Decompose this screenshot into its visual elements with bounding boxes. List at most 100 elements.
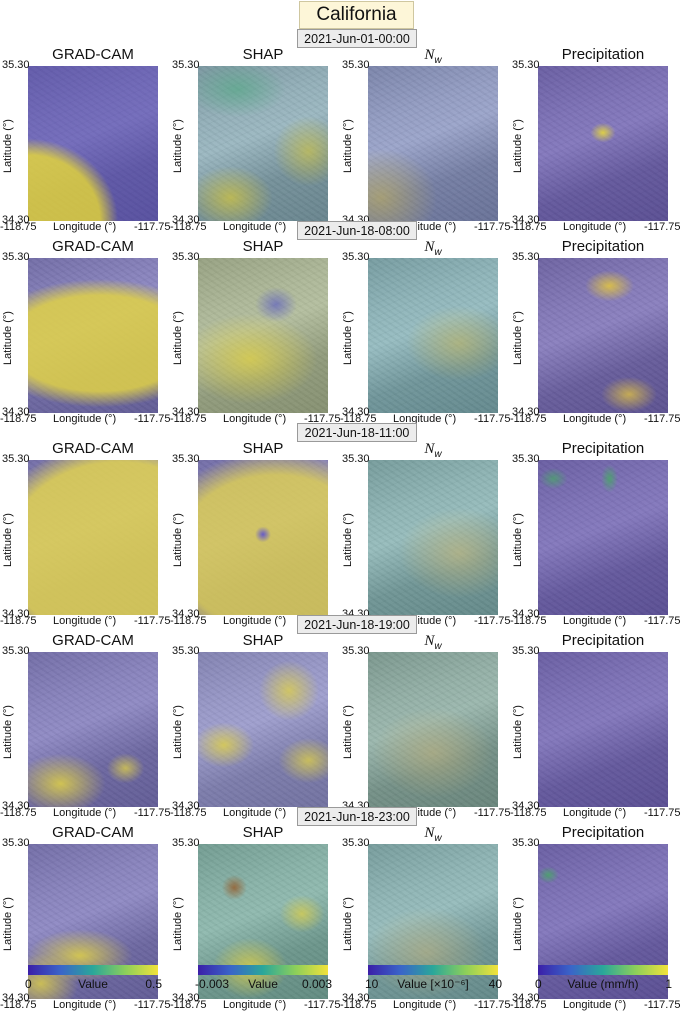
- lat-bottom-tick: 34.30: [2, 800, 30, 812]
- lat-top-tick: 35.30: [342, 251, 370, 263]
- nw-symbol: N: [424, 825, 435, 841]
- map-panel: GRAD-CAM 35.30 34.30 Latitude (°) -118.75 Lon…: [0, 432, 171, 627]
- lat-top-tick: 35.30: [342, 453, 370, 465]
- lat-top-tick: 35.30: [172, 59, 200, 71]
- lon-left-tick: -118.75: [510, 221, 547, 233]
- nw-symbol: N: [424, 633, 435, 649]
- map-panel: SHAP 35.30 34.30 Latitude (°) -118.75 Longitu…: [170, 230, 341, 425]
- panel-title: Precipitation: [561, 632, 645, 649]
- lat-top-tick: 35.30: [2, 453, 30, 465]
- lon-right-tick: -117.75: [304, 413, 341, 425]
- map-panel: GRAD-CAM 35.30 34.30 Latitude (°) -118.75 Lon…: [0, 624, 171, 819]
- timestamp-label: 2021-Jun-18-11:00: [297, 423, 417, 442]
- heatmap-overlay: [198, 460, 328, 615]
- nw-subscript: w: [434, 833, 442, 844]
- nw-subscript: w: [434, 55, 442, 66]
- map-panel: Precipitation 35.30 34.30 Latitude (°) -118.…: [510, 38, 681, 233]
- lat-bottom-tick: 34.30: [512, 214, 540, 226]
- heatmap-overlay: [538, 66, 668, 221]
- map-panel: SHAP 35.30 34.30 Latitude (°) -118.75 Longitu…: [170, 624, 341, 819]
- panel-title: SHAP: [242, 824, 284, 841]
- lat-bottom-tick: 34.30: [342, 992, 370, 1004]
- panel-title: Precipitation: [561, 238, 645, 255]
- map-panel: Precipitation 35.30 34.30 Latitude (°) -118.…: [510, 432, 681, 627]
- colorbar-gradient: [368, 965, 498, 975]
- lon-left-tick: -118.75: [0, 999, 37, 1011]
- heatmap-overlay: [28, 258, 158, 413]
- lat-bottom-tick: 34.30: [172, 406, 200, 418]
- lon-left-tick: -118.75: [170, 999, 207, 1011]
- x-axis-label: Longitude (°): [563, 413, 627, 425]
- lon-left-tick: -118.75: [170, 413, 207, 425]
- lat-top-tick: 35.30: [172, 251, 200, 263]
- timestamp-label: 2021-Jun-18-08:00: [297, 221, 417, 240]
- y-axis-label: Latitude (°): [2, 513, 14, 567]
- lon-left-tick: -118.75: [510, 413, 547, 425]
- x-axis-label: Longitude (°): [53, 615, 117, 627]
- heatmap-overlay: [198, 258, 328, 413]
- lon-right-tick: -117.75: [474, 413, 511, 425]
- nw-subscript: w: [434, 641, 442, 652]
- y-axis-label: Latitude (°): [342, 311, 354, 365]
- y-axis-label: Latitude (°): [172, 513, 184, 567]
- nw-symbol: N: [424, 441, 435, 457]
- panel-row: 2021-Jun-18-19:00 GRAD-CAM 35.30 34.30 Latit…: [0, 615, 685, 819]
- map-panel: SHAP 35.30 34.30 Latitude (°) -118.75 Longitu…: [170, 38, 341, 233]
- y-axis-label: Latitude (°): [512, 119, 524, 173]
- lon-right-tick: -117.75: [474, 999, 511, 1011]
- x-axis-label: Longitude (°): [223, 615, 287, 627]
- nw-symbol: N: [424, 239, 435, 255]
- panel-row: 2021-Jun-01-00:00 GRAD-CAM 35.30 34.30 Latit…: [0, 29, 685, 233]
- figure-title: California: [299, 1, 414, 29]
- colorbar: 0 Value (mm/h) 1: [535, 965, 672, 991]
- lat-bottom-tick: 34.30: [172, 608, 200, 620]
- lon-right-tick: -117.75: [134, 413, 171, 425]
- panel-title: SHAP: [242, 46, 284, 63]
- lon-right-tick: -117.75: [644, 615, 681, 627]
- lat-bottom-tick: 34.30: [172, 214, 200, 226]
- lat-bottom-tick: 34.30: [512, 406, 540, 418]
- lat-bottom-tick: 34.30: [512, 608, 540, 620]
- lat-bottom-tick: 34.30: [2, 992, 30, 1004]
- lat-top-tick: 35.30: [172, 837, 200, 849]
- heatmap-overlay: [368, 66, 498, 221]
- x-axis-label: Longitude (°): [53, 221, 117, 233]
- lat-bottom-tick: 34.30: [172, 800, 200, 812]
- lon-left-tick: -118.75: [340, 413, 377, 425]
- lon-left-tick: -118.75: [510, 999, 547, 1011]
- lon-left-tick: -118.75: [170, 221, 207, 233]
- y-axis-label: Latitude (°): [512, 897, 524, 951]
- lon-left-tick: -118.75: [510, 615, 547, 627]
- panel-title: Precipitation: [561, 824, 645, 841]
- lat-top-tick: 35.30: [512, 837, 540, 849]
- lon-right-tick: -117.75: [134, 221, 171, 233]
- colorbar-label: Value [×10⁻⁶]: [397, 977, 469, 991]
- timestamp-label: 2021-Jun-01-00:00: [297, 29, 417, 48]
- lat-top-tick: 35.30: [2, 645, 30, 657]
- x-axis-label: Longitude (°): [563, 221, 627, 233]
- lon-right-tick: -117.75: [644, 221, 681, 233]
- panel-title: Precipitation: [561, 46, 645, 63]
- lon-left-tick: -118.75: [0, 221, 37, 233]
- heatmap-overlay: [538, 258, 668, 413]
- nw-symbol: N: [424, 47, 435, 63]
- lat-top-tick: 35.30: [342, 837, 370, 849]
- colorbar-gradient: [198, 965, 328, 975]
- lat-top-tick: 35.30: [172, 645, 200, 657]
- colorbar-min: -0.003: [195, 977, 230, 991]
- heatmap-overlay: [368, 258, 498, 413]
- lat-bottom-tick: 34.30: [172, 992, 200, 1004]
- panel-title: Nw: [368, 238, 498, 258]
- colorbar-label: Value: [248, 977, 278, 991]
- colorbar-min: 0: [535, 977, 542, 991]
- lat-top-tick: 35.30: [512, 251, 540, 263]
- panel-row: 2021-Jun-18-08:00 GRAD-CAM 35.30 34.30 Latit…: [0, 221, 685, 425]
- y-axis-label: Latitude (°): [172, 119, 184, 173]
- lon-right-tick: -117.75: [644, 999, 681, 1011]
- heatmap-overlay: [28, 66, 158, 221]
- lat-top-tick: 35.30: [2, 251, 30, 263]
- y-axis-label: Latitude (°): [2, 705, 14, 759]
- panel-title: GRAD-CAM: [52, 824, 134, 841]
